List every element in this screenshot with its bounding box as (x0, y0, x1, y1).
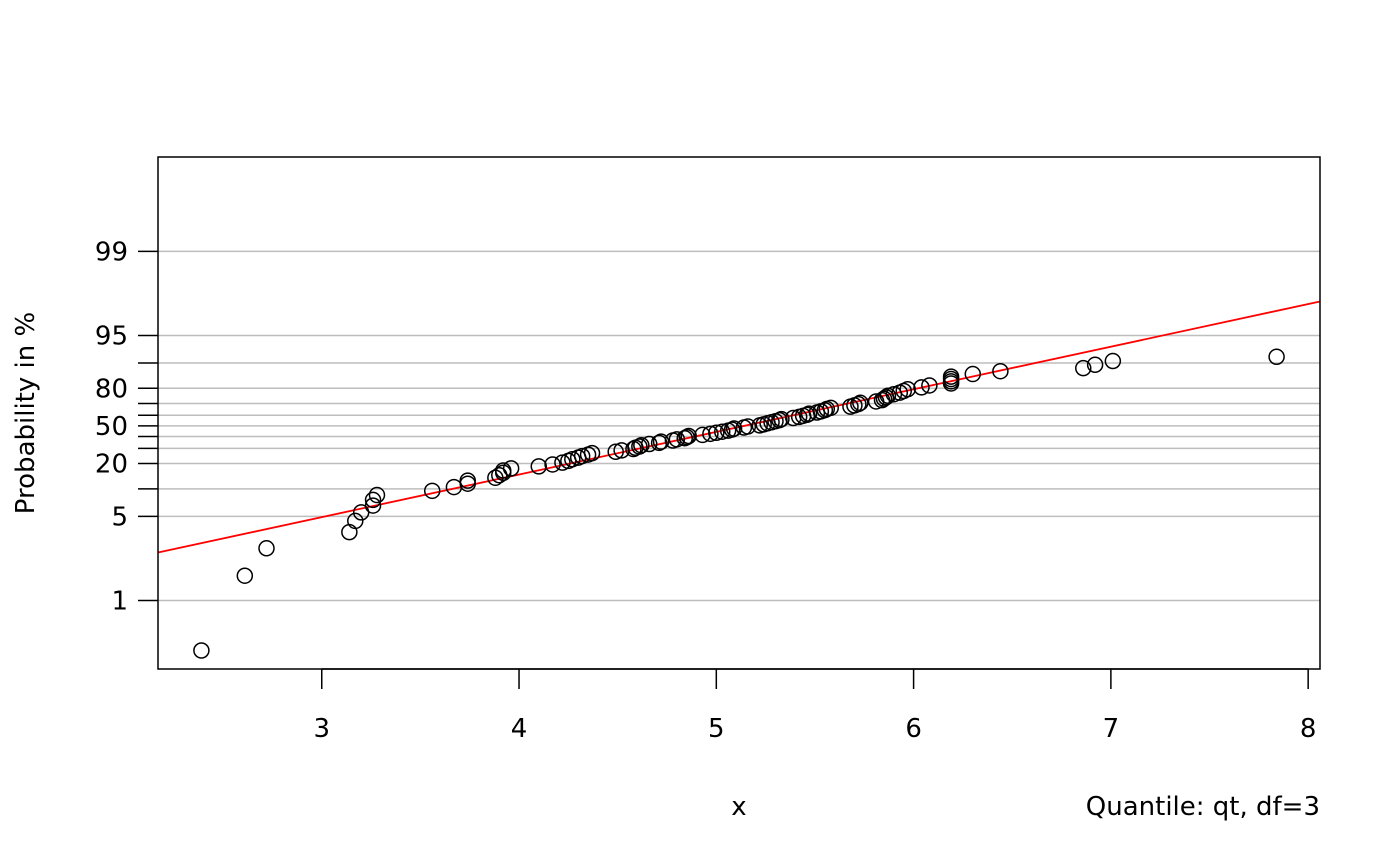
data-point-91 (1268, 348, 1285, 366)
y-axis: 1 5 20 50 80 95 99 (95, 237, 158, 617)
data-point-81 (921, 377, 938, 394)
x-axis-title: x (731, 792, 746, 822)
data-point-1 (236, 567, 254, 584)
x-tick-label-5: 5 (708, 714, 725, 744)
data-point-56 (773, 410, 790, 428)
data-point-88 (1075, 359, 1092, 377)
data-point-55 (771, 411, 788, 429)
data-point-12 (459, 472, 476, 489)
data-point-4 (347, 512, 364, 530)
data-point-75 (879, 387, 897, 405)
data-point-46 (723, 421, 741, 438)
data-point-39 (678, 428, 695, 446)
plot-frame (157, 156, 1321, 670)
data-point-47 (725, 420, 743, 437)
data-point-6 (364, 497, 382, 514)
data-points (193, 348, 1285, 659)
data-point-2 (258, 540, 275, 557)
data-point-16 (494, 462, 512, 479)
data-point-73 (875, 390, 893, 407)
x-tick-label-4: 4 (511, 714, 528, 744)
data-point-3 (341, 523, 358, 541)
data-point-19 (544, 456, 561, 473)
x-tick-label-6: 6 (905, 714, 922, 744)
data-point-9 (423, 482, 441, 500)
data-point-22 (564, 450, 581, 468)
y-tick-label-5: 5 (111, 502, 128, 532)
data-point-8 (368, 486, 386, 504)
data-point-87 (992, 362, 1009, 380)
grid-lines (158, 250, 1320, 602)
y-tick-label-50: 50 (95, 412, 128, 442)
data-point-80 (913, 379, 930, 396)
data-point-66 (822, 399, 839, 417)
x-tick-label-7: 7 (1103, 714, 1120, 744)
data-point-24 (573, 447, 591, 465)
data-point-44 (713, 423, 731, 440)
data-point-17 (502, 460, 520, 477)
data-point-26 (583, 444, 601, 462)
y-axis-title: Probability in % (11, 312, 41, 514)
data-point-43 (708, 424, 725, 442)
data-point-18 (530, 458, 548, 475)
data-point-42 (702, 425, 719, 443)
data-point-7 (364, 491, 382, 509)
x-tick-label-8: 8 (1300, 714, 1317, 744)
y-tick-label-95: 95 (95, 321, 128, 351)
data-point-32 (633, 436, 650, 454)
data-point-20 (554, 454, 571, 471)
data-point-61 (800, 405, 818, 422)
data-point-89 (1086, 356, 1104, 374)
data-point-35 (652, 433, 670, 450)
data-point-38 (676, 429, 693, 447)
data-point-69 (850, 395, 867, 413)
data-point-37 (668, 431, 686, 448)
quantile-note: Quantile: qt, df=3 (1086, 792, 1320, 822)
data-point-85 (942, 368, 960, 385)
x-tick-label-3: 3 (313, 714, 330, 744)
y-tick-label-80: 80 (95, 374, 128, 404)
data-point-33 (640, 435, 658, 453)
data-point-40 (680, 427, 697, 445)
data-point-31 (631, 438, 648, 455)
y-tick-label-20: 20 (95, 450, 128, 480)
y-tick-label-99: 99 (95, 237, 128, 267)
data-point-79 (899, 380, 916, 398)
data-point-86 (964, 365, 982, 383)
data-point-0 (193, 642, 210, 659)
data-point-90 (1104, 352, 1122, 370)
data-point-49 (739, 418, 757, 435)
data-point-41 (694, 426, 711, 444)
x-axis: 3 4 5 6 7 8 (313, 668, 1317, 744)
data-point-27 (607, 443, 624, 460)
data-point-70 (852, 394, 869, 412)
data-point-34 (650, 434, 668, 452)
y-tick-label-1: 1 (111, 587, 128, 617)
